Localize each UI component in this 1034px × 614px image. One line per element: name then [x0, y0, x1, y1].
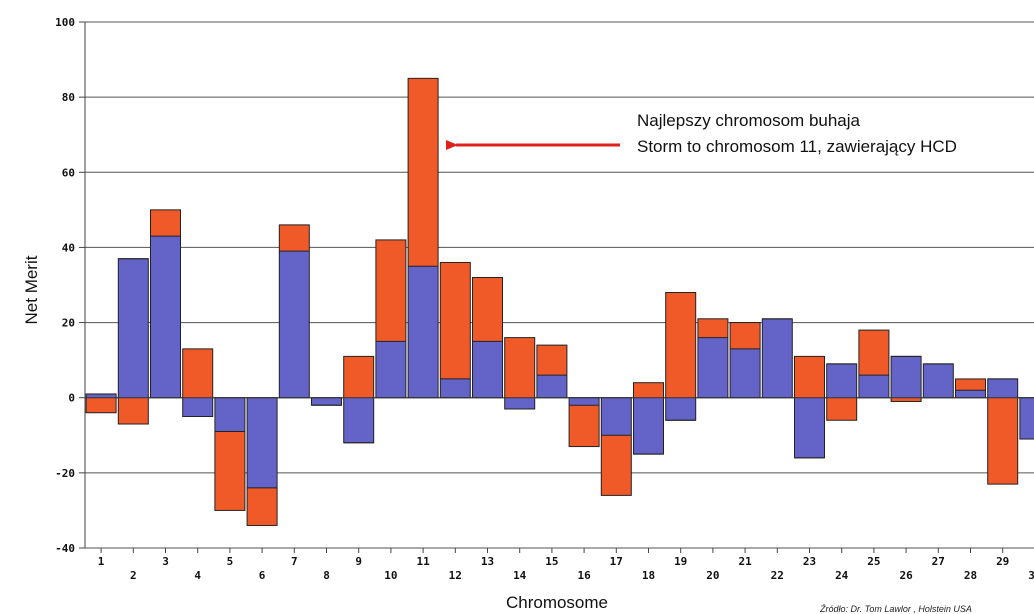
bar-segment-blue — [762, 318, 793, 398]
y-tick-label: 60 — [62, 166, 75, 179]
bar-segment-orange — [504, 337, 535, 409]
bar-segment-blue — [633, 397, 664, 455]
bar-segment-blue — [247, 397, 278, 488]
y-tick-label: 20 — [62, 317, 75, 330]
bar-segment-orange — [375, 239, 406, 342]
y-tick-label: 0 — [68, 392, 75, 405]
x-tick-label: 28 — [964, 569, 977, 582]
source-note: Źródło: Dr. Tom Lawlor , Holstein USA — [819, 604, 972, 614]
bar-segment-orange — [697, 318, 728, 338]
bar-segment-orange — [86, 393, 117, 413]
bar-segment-blue — [343, 397, 374, 443]
x-tick-label: 24 — [835, 569, 849, 582]
x-tick-label: 16 — [577, 569, 591, 582]
bar-segment-blue — [279, 251, 310, 398]
x-tick-label: 8 — [323, 569, 330, 582]
bar-segment-orange — [279, 224, 310, 252]
x-tick-label: 22 — [771, 569, 784, 582]
bar-segment-orange — [150, 209, 181, 237]
bar-outline — [1019, 397, 1034, 440]
bar-segment-orange — [536, 345, 567, 376]
x-tick-label: 4 — [194, 569, 201, 582]
x-tick-label: 6 — [259, 569, 266, 582]
x-tick-label: 11 — [416, 555, 430, 568]
x-tick-label: 25 — [867, 555, 880, 568]
bar-segment-blue — [472, 341, 503, 398]
bar-segment-blue — [923, 363, 954, 398]
y-tick-label: 40 — [62, 241, 75, 254]
x-tick-label: 3 — [162, 555, 169, 568]
y-tick-label: -40 — [55, 542, 75, 555]
bars — [85, 77, 1034, 526]
bar-segment-blue — [1019, 397, 1034, 440]
x-tick-label: 13 — [481, 555, 494, 568]
bar-segment-blue — [214, 397, 245, 432]
bar-segment-blue — [86, 393, 117, 398]
bar-segment-blue — [375, 341, 406, 398]
y-tick-label: -20 — [55, 467, 75, 480]
bar-segment-blue — [730, 348, 761, 398]
bar-segment-orange — [214, 431, 245, 511]
bar-segment-blue — [794, 397, 825, 458]
bar-segment-blue — [987, 378, 1018, 398]
x-tick-label: 14 — [513, 569, 527, 582]
x-tick-label: 21 — [738, 555, 752, 568]
x-tick-label: 1 — [98, 555, 105, 568]
x-tick-label: 26 — [899, 569, 913, 582]
bar-segment-blue — [891, 356, 922, 398]
x-tick-label: 15 — [545, 555, 558, 568]
annotation-line-2: Storm to chromosom 11, zawierający HCD — [637, 137, 957, 156]
bar-segment-blue — [408, 266, 439, 398]
bar-segment-orange — [569, 405, 600, 447]
bar-segment-blue — [182, 397, 213, 417]
bar-segment-orange — [955, 378, 986, 391]
bar-segment-blue — [569, 397, 600, 406]
x-tick-label: 23 — [803, 555, 816, 568]
bar-segment-orange — [440, 262, 471, 379]
x-tick-label: 5 — [227, 555, 234, 568]
x-tick-label: 7 — [291, 555, 298, 568]
bar-segment-blue — [826, 363, 857, 398]
x-tick-label: 20 — [706, 569, 719, 582]
x-tick-label: 18 — [642, 569, 655, 582]
x-tick-label: 30 — [1028, 569, 1034, 582]
bar-segment-orange — [247, 487, 278, 526]
bar-segment-blue — [697, 337, 728, 398]
x-tick-label: 2 — [130, 569, 137, 582]
bar-segment-blue — [440, 378, 471, 398]
x-tick-label: 19 — [674, 555, 687, 568]
bar-segment-blue — [858, 375, 889, 398]
bar-segment-blue — [955, 390, 986, 398]
bar-segment-orange — [858, 330, 889, 376]
bar-segment-orange — [472, 277, 503, 342]
y-axis-title: Net Merit — [22, 255, 41, 324]
bar-segment-orange — [601, 435, 632, 496]
x-axis-title: Chromosome — [506, 593, 608, 612]
bar-segment-orange — [730, 322, 761, 349]
x-tick-label: 29 — [996, 555, 1009, 568]
x-tick-label: 12 — [449, 569, 462, 582]
x-tick-label: 17 — [610, 555, 623, 568]
x-tick-label: 10 — [384, 569, 397, 582]
bar-segment-blue — [536, 375, 567, 398]
y-tick-label: 100 — [55, 16, 75, 29]
bar-segment-orange — [408, 78, 439, 267]
y-tick-labels: -40 -20 0 20 40 60 80 100 — [55, 16, 75, 555]
y-tick-label: 80 — [62, 91, 75, 104]
bar-segment-blue — [601, 397, 632, 436]
x-tick-label: 9 — [355, 555, 362, 568]
bar-segment-blue — [118, 258, 149, 398]
bar-segment-blue — [665, 397, 696, 421]
annotation-line-1: Najlepszy chromosom buhaja — [637, 111, 861, 130]
bar-segment-blue — [311, 397, 342, 406]
bar-segment-blue — [504, 397, 535, 409]
x-tick-labels: 1234567891011121314151617181920212223242… — [98, 548, 1034, 582]
x-tick-label: 27 — [932, 555, 945, 568]
bar-segment-blue — [150, 236, 181, 398]
